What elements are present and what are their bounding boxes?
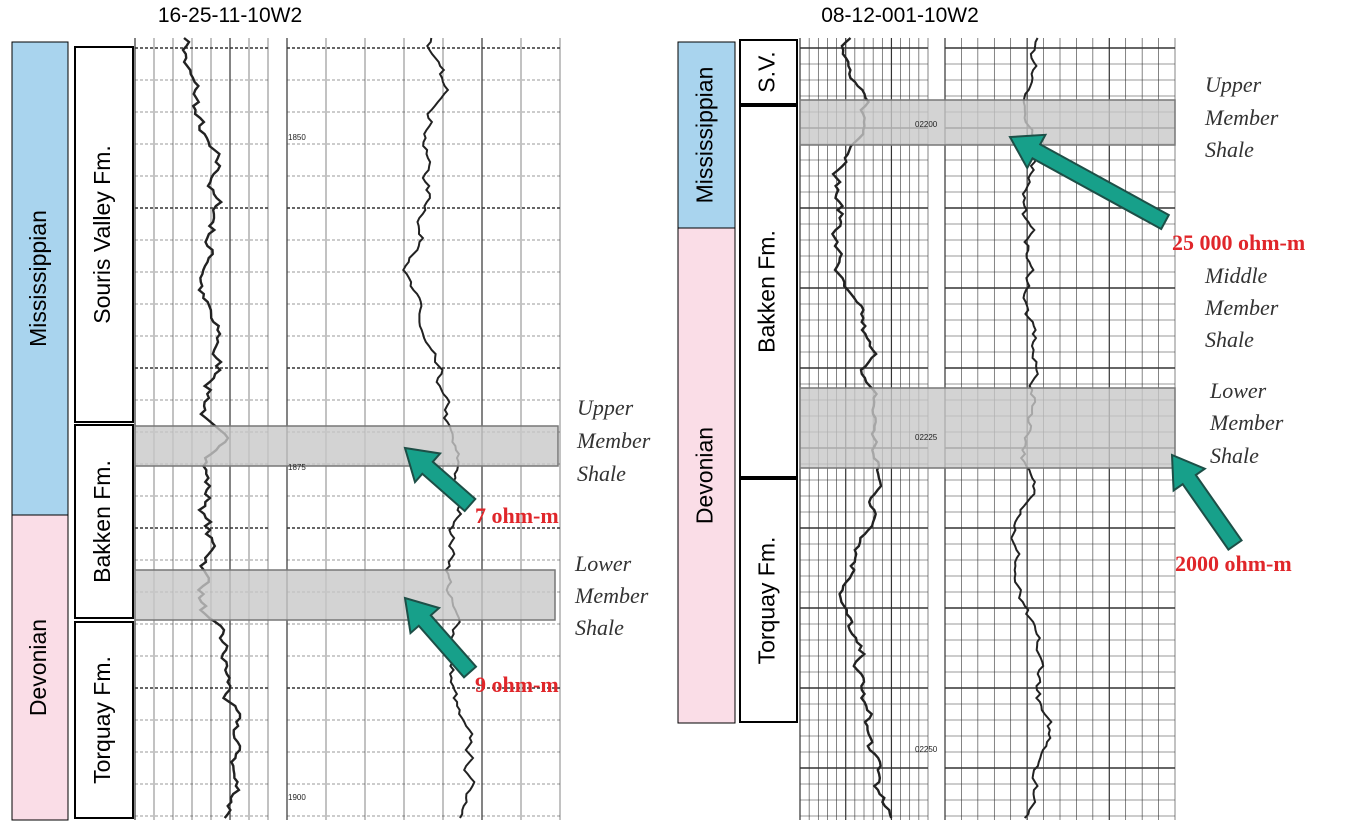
depth-label: 1875 [288,463,306,472]
formation-label: Torquay Fm. [754,537,780,665]
shale-label: Middle [1204,263,1268,288]
shale-label: Member [1209,410,1284,435]
shale-label: Lower [574,551,632,576]
period-label: Devonian [25,619,51,716]
shale-label: Shale [1205,137,1254,162]
shale-label: Member [1204,105,1279,130]
shale-band [135,426,558,466]
formation-label: Torquay Fm. [89,656,115,784]
resistivity-label: 2000 ohm-m [1175,551,1292,576]
arrow [1172,455,1242,550]
formation-label: S.V. [754,51,780,92]
shale-band [800,100,1175,145]
well-name: 16-25-11-10W2 [158,4,302,27]
shale-label: Member [576,428,651,453]
shale-band [135,570,555,620]
shale-label: Shale [577,461,626,486]
resistivity-label: 7 ohm-m [475,503,559,528]
shale-label: Shale [1205,327,1254,352]
shale-label: Shale [1210,443,1259,468]
formation-label: Souris Valley Fm. [89,145,115,324]
depth-label: 02225 [915,433,938,442]
shale-label: Upper [577,395,634,420]
depth-label: 1850 [288,133,306,142]
well-name: 08-12-001-10W2 [821,4,979,27]
period-label: Mississippian [25,210,51,347]
period-label: Devonian [692,427,718,524]
shale-label: Member [574,583,649,608]
resistivity-label: 9 ohm-m [475,672,559,697]
shale-label: Lower [1209,378,1267,403]
period-label: Mississippian [692,67,718,204]
resistivity-label: 25 000 ohm-m [1172,230,1305,255]
depth-label: 02200 [915,120,938,129]
shale-band [800,388,1175,468]
shale-label: Shale [575,615,624,640]
formation-label: Bakken Fm. [89,460,115,583]
depth-label: 02250 [915,745,938,754]
well-log-figure: 1850 1875 1900 16-25-11-10W2 Mississippian De… [0,0,1372,823]
arrow [1010,135,1169,229]
formation-label: Bakken Fm. [754,230,780,353]
shale-label: Upper [1205,72,1262,97]
depth-label: 1900 [288,793,306,802]
shale-label: Member [1204,295,1279,320]
